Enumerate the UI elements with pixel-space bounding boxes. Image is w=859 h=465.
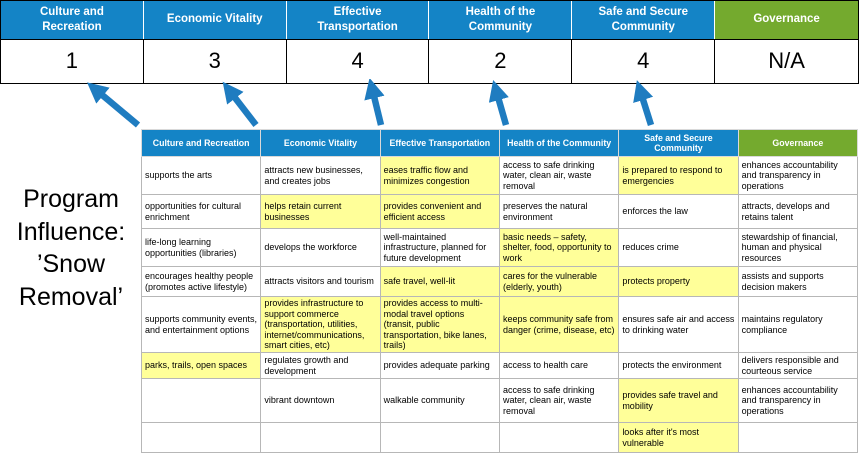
matrix-cell: enhances accountability and transparency… <box>737 378 859 424</box>
table-row: life-long learning opportunities (librar… <box>140 228 859 267</box>
matrix-cell: cares for the vulnerable (elderly, youth… <box>498 266 620 297</box>
matrix-header: Economic Vitality <box>260 129 381 157</box>
matrix-header-row: Culture and Recreation Economic Vitality E… <box>140 129 859 157</box>
matrix-cell <box>498 422 620 454</box>
score-header-governance: Governance <box>715 1 858 39</box>
matrix-cell: walkable community <box>379 378 500 424</box>
matrix-header: Safe and Secure Community <box>618 129 739 157</box>
table-row: opportunities for cultural enrichment hel… <box>140 194 859 229</box>
arrow-icon <box>222 81 259 127</box>
score-value-transportation: 4 <box>286 38 430 83</box>
table-row: parks, trails, open spaces regulates grow… <box>140 352 859 380</box>
influence-matrix: Culture and Recreation Economic Vitality E… <box>140 129 859 454</box>
matrix-cell: regulates growth and development <box>260 352 381 380</box>
score-value-governance: N/A <box>715 38 858 83</box>
matrix-cell <box>737 422 859 454</box>
page-title: Program Influence: ’Snow Removal’ <box>16 185 126 311</box>
matrix-head: Culture and Recreation Economic Vitality E… <box>140 129 859 157</box>
matrix-cell <box>140 378 262 424</box>
matrix-cell: enhances accountability and transparency… <box>737 156 859 195</box>
score-value-economic: 3 <box>143 38 287 83</box>
matrix-cell: access to health care <box>498 352 620 380</box>
matrix-cell: vibrant downtown <box>260 378 381 424</box>
matrix-cell <box>140 422 262 454</box>
matrix-cell: looks after it's most vulnerable <box>618 422 739 454</box>
score-header-economic: Economic Vitality <box>143 1 287 39</box>
matrix-cell: supports community events, and entertain… <box>140 295 262 354</box>
matrix-cell: parks, trails, open spaces <box>140 352 262 380</box>
matrix-cell: basic needs – safety, shelter, food, opp… <box>498 228 620 267</box>
matrix-cell: attracts, develops and retains talent <box>737 194 859 229</box>
matrix-cell: is prepared to respond to emergencies <box>618 156 739 195</box>
arrow-icon <box>633 80 655 126</box>
matrix-cell: helps retain current businesses <box>260 194 381 229</box>
matrix-cell: attracts new businesses, and creates job… <box>260 156 381 195</box>
matrix-body: supports the arts attracts new businesses… <box>140 156 859 454</box>
score-header-culture: Culture and Recreation <box>1 1 144 39</box>
arrows-overlay <box>0 77 859 131</box>
matrix-cell: provides adequate parking <box>379 352 500 380</box>
matrix-cell: attracts visitors and tourism <box>260 266 381 297</box>
matrix-cell: keeps community safe from danger (crime,… <box>498 295 620 354</box>
table-row: encourages healthy people (promotes acti… <box>140 266 859 297</box>
score-value-culture: 1 <box>1 38 144 83</box>
scoreboard: Culture and Recreation Economic Vitality… <box>0 0 859 84</box>
matrix-header: Culture and Recreation <box>140 129 262 157</box>
matrix-cell: enforces the law <box>618 194 739 229</box>
matrix-cell: provides infrastructure to support comme… <box>260 295 381 354</box>
matrix-cell: supports the arts <box>140 156 262 195</box>
matrix-cell <box>379 422 500 454</box>
matrix-cell: maintains regulatory compliance <box>737 295 859 354</box>
matrix-cell: provides convenient and efficient access <box>379 194 500 229</box>
matrix-cell: develops the workforce <box>260 228 381 267</box>
matrix-cell: provides access to multi-modal travel op… <box>379 295 500 354</box>
table-row: supports the arts attracts new businesses… <box>140 156 859 195</box>
matrix-cell: ensures safe air and access to drinking … <box>618 295 739 354</box>
matrix-cell: well-maintained infrastructure, planned … <box>379 228 500 267</box>
matrix-cell: safe travel, well-lit <box>379 266 500 297</box>
matrix-header: Health of the Community <box>498 129 620 157</box>
matrix-cell: delivers responsible and courteous servi… <box>737 352 859 380</box>
matrix-header: Effective Transportation <box>379 129 500 157</box>
matrix-cell: assists and supports decision makers <box>737 266 859 297</box>
table-row: supports community events, and entertain… <box>140 295 859 354</box>
score-header-transportation: Effective Transportation <box>286 1 430 39</box>
matrix-cell: reduces crime <box>618 228 739 267</box>
score-header-health: Health of the Community <box>429 1 573 39</box>
matrix-cell: encourages healthy people (promotes acti… <box>140 266 262 297</box>
matrix-cell: protects the environment <box>618 352 739 380</box>
matrix-cell: protects property <box>618 266 739 297</box>
score-value-safety: 4 <box>572 38 716 83</box>
score-value-health: 2 <box>429 38 573 83</box>
matrix-cell <box>260 422 381 454</box>
arrow-icon <box>488 80 510 126</box>
arrow-icon <box>87 82 141 128</box>
matrix-header: Governance <box>737 129 859 157</box>
matrix-cell: provides safe travel and mobility <box>618 378 739 424</box>
table-row: vibrant downtown walkable community access… <box>140 378 859 424</box>
matrix-cell: preserves the natural environment <box>498 194 620 229</box>
matrix-cell: access to safe drinking water, clean air… <box>498 156 620 195</box>
matrix-cell: life-long learning opportunities (librar… <box>140 228 262 267</box>
matrix-cell: access to safe drinking water, clean air… <box>498 378 620 424</box>
matrix-cell: eases traffic flow and minimizes congest… <box>379 156 500 195</box>
score-header-safety: Safe and Secure Community <box>572 1 716 39</box>
matrix-cell: stewardship of financial, human and phys… <box>737 228 859 267</box>
arrow-icon <box>364 77 385 126</box>
table-row: looks after it's most vulnerable <box>140 422 859 454</box>
matrix-cell: opportunities for cultural enrichment <box>140 194 262 229</box>
